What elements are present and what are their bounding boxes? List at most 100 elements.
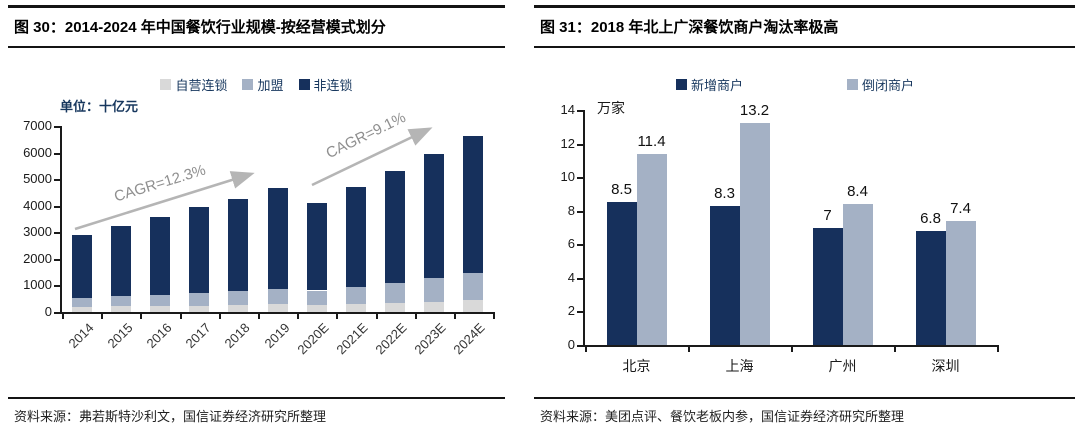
- y-tick: [577, 311, 583, 314]
- bar-segment: [110, 296, 131, 307]
- bar-value-label: 11.4: [637, 132, 666, 150]
- bar-segment: [385, 171, 405, 284]
- y-axis-label: 4: [567, 269, 575, 285]
- bar-segment: [424, 278, 445, 302]
- y-tick: [577, 244, 583, 247]
- x-tick: [101, 314, 104, 319]
- x-tick: [414, 314, 417, 319]
- figure-30-panel: 图 30：2014-2024 年中国餐饮行业规模-按经营模式划分 自营连锁 加盟 非…: [8, 5, 505, 425]
- bar-value-label: 13.2: [739, 102, 770, 120]
- bar: [915, 230, 946, 345]
- bar-segment: [150, 216, 170, 295]
- x-tick: [688, 347, 690, 352]
- bar-segment: [71, 297, 92, 307]
- bar-value-label: 8.3: [714, 184, 735, 202]
- y-axis-label: 1000: [23, 277, 52, 293]
- x-tick: [894, 347, 896, 352]
- bar-segment: [385, 303, 405, 312]
- x-tick: [375, 314, 378, 319]
- bar-segment: [345, 304, 366, 312]
- y-axis-label: 0: [567, 337, 575, 352]
- legend-swatch-icon: [676, 79, 687, 90]
- x-tick: [62, 314, 64, 319]
- bar-segment: [463, 272, 484, 301]
- y-tick: [577, 345, 583, 347]
- bar-segment: [189, 206, 210, 293]
- legend-swatch-icon: [242, 79, 254, 90]
- x-tick: [453, 314, 456, 319]
- y-tick: [577, 210, 583, 213]
- y-axis-label: 5000: [23, 171, 52, 187]
- x-tick: [997, 347, 999, 352]
- y-tick: [577, 277, 583, 280]
- y-axis-label: 2: [567, 303, 575, 319]
- y-tick: [577, 110, 583, 112]
- bar-value-label: 8.4: [847, 183, 868, 200]
- figure-30-title: 图 30：2014-2024 年中国餐饮行业规模-按经营模式划分: [8, 5, 505, 48]
- x-category-label: 上海: [725, 358, 754, 374]
- bar: [636, 153, 667, 345]
- x-axis: [60, 312, 495, 314]
- legend-item-1: 自营连锁: [160, 75, 227, 94]
- x-tick: [179, 314, 182, 319]
- bar-segment: [306, 305, 327, 312]
- bar-segment: [228, 305, 249, 312]
- bar-value-label: 7.4: [950, 199, 971, 217]
- bar-segment: [267, 187, 288, 289]
- y-tick: [577, 143, 583, 146]
- bar-segment: [71, 306, 92, 312]
- y-tick: [54, 152, 60, 155]
- x-tick: [493, 314, 495, 319]
- figure-30-legend: 自营连锁 加盟 非连锁: [8, 75, 505, 94]
- cagr-annotation-1: CAGR=12.3%: [112, 161, 208, 206]
- bar-segment: [150, 294, 170, 306]
- y-tick: [54, 179, 60, 182]
- y-axis-label: 12: [560, 135, 575, 151]
- y-axis: [583, 110, 585, 347]
- y-axis-label: 4000: [23, 197, 52, 213]
- legend-label: 非连锁: [313, 78, 353, 93]
- x-tick: [791, 347, 793, 352]
- figure-30-chart: 自营连锁 加盟 非连锁 单位：十亿元 CAGR=12.3% CAGR=9.1% 0 1…: [8, 48, 505, 397]
- x-tick: [257, 314, 260, 319]
- bar: [739, 123, 770, 345]
- bar: [842, 204, 873, 345]
- y-axis-label: 8: [567, 202, 575, 218]
- bar-segment: [345, 287, 366, 304]
- legend-label: 加盟: [257, 78, 284, 93]
- legend-label: 倒闭商户: [862, 78, 915, 93]
- bar-segment: [228, 198, 249, 291]
- x-axis: [583, 345, 999, 347]
- bar-value-label: 8.5: [611, 181, 632, 199]
- x-category-label: 北京: [622, 358, 651, 374]
- bar: [709, 205, 740, 345]
- figure-31-chart: 新增商户 倒闭商户 万家 0 2 4 6 8 10 12 14 8.5 11.4 北京 8.3 13.2 上…: [534, 48, 1075, 397]
- cagr-annotation-2: CAGR=9.1%: [323, 108, 409, 163]
- legend-swatch-icon: [160, 79, 172, 90]
- legend-item-3: 非连锁: [298, 75, 353, 94]
- x-tick: [585, 347, 587, 352]
- bar: [606, 202, 637, 345]
- y-axis-label: 6: [567, 236, 575, 252]
- bar-segment: [228, 291, 249, 305]
- bar-segment: [110, 306, 131, 312]
- y-axis-label: 6000: [23, 144, 52, 160]
- bar-segment: [150, 305, 170, 312]
- y-tick: [577, 177, 583, 180]
- legend-swatch-icon: [298, 79, 310, 90]
- bar-segment: [267, 304, 288, 312]
- x-tick: [336, 314, 339, 319]
- y-tick: [54, 126, 60, 128]
- unit-label: 万家: [597, 100, 625, 116]
- figure-31-legend: 新增商户 倒闭商户: [676, 75, 914, 94]
- bar-segment: [306, 203, 327, 291]
- unit-label: 单位：十亿元: [60, 99, 139, 114]
- legend-label: 新增商户: [691, 78, 744, 93]
- x-category-label: 深圳: [931, 358, 960, 374]
- bar-segment: [306, 290, 327, 305]
- bar-segment: [345, 187, 366, 287]
- x-tick: [140, 314, 143, 319]
- bar-segment: [424, 154, 445, 279]
- figure-31-panel: 图 31：2018 年北上广深餐饮商户淘汰率极高 新增商户 倒闭商户 万家 0 2 4…: [534, 5, 1075, 425]
- y-tick: [54, 258, 60, 261]
